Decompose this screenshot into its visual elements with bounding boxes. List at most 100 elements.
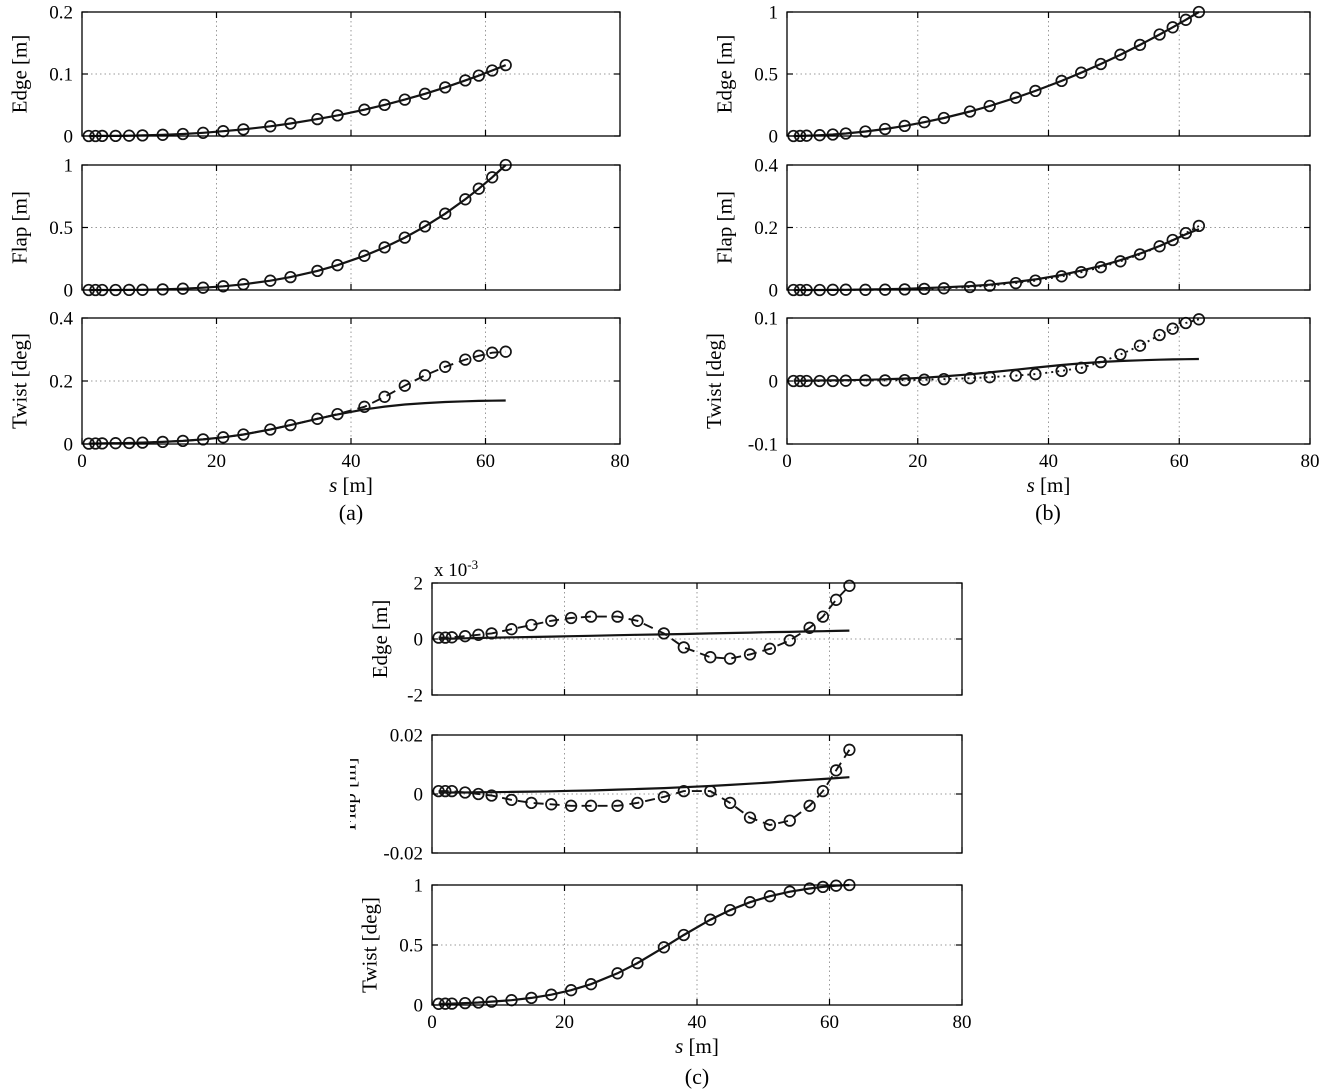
data-marker-circle — [458, 996, 472, 1010]
data-marker-circle — [176, 282, 190, 295]
x-tick-label: 60 — [820, 1012, 839, 1033]
data-marker-circle — [1075, 361, 1088, 374]
data-marker-circle — [763, 642, 777, 655]
data-marker-circle — [432, 997, 445, 1010]
data-marker-circle — [264, 120, 277, 133]
gridlines — [432, 735, 962, 853]
subplot-c-twist: 0 0.5 1 0 20 40 60 80 Twist [deg] — [358, 876, 972, 1034]
data-marker-circle — [611, 610, 624, 623]
y-tick-label: 1 — [414, 876, 424, 897]
data-marker-circle — [677, 641, 690, 654]
data-marker-circle — [331, 109, 344, 122]
axes-frame — [431, 582, 963, 696]
data-marker-circle — [898, 119, 911, 133]
data-marker-circle — [136, 436, 149, 449]
series-model-line — [793, 11, 1200, 138]
data-marker-circle — [631, 796, 644, 810]
x-tick-label: 20 — [555, 1012, 574, 1033]
data-marker-circle — [783, 634, 796, 647]
data-marker-circle — [826, 128, 839, 141]
y-axis-label: Flap [m] — [350, 758, 361, 831]
data-marker-circle — [704, 651, 717, 664]
data-marker-circle — [937, 372, 951, 386]
data-marker-circle — [485, 627, 498, 640]
y-tick-label: 0.5 — [754, 65, 778, 86]
data-marker-circle — [196, 433, 210, 446]
data-marker-circle — [176, 434, 190, 448]
data-marker-circle — [564, 799, 578, 812]
data-marker-circle — [816, 784, 830, 798]
data-marker-circle — [963, 372, 977, 385]
data-marker-circle — [122, 436, 136, 450]
data-marker-circle — [677, 928, 690, 942]
data-marker-circle — [898, 373, 911, 387]
data-marker-circle — [743, 896, 757, 909]
subplot-b-edge: 0 0.5 1 Edge [m] — [713, 3, 1311, 148]
data-marker-circle — [156, 435, 169, 449]
data-marker-circle — [677, 784, 690, 798]
data-marker-circle — [284, 117, 297, 130]
subplot-c-edge: -2 0 2 Edge [m] x 10-3 — [368, 557, 963, 707]
data-marker-circle — [983, 99, 996, 113]
subplot-a-flap: 0 0.5 1 Flap [m] — [8, 156, 621, 302]
data-marker-circle — [525, 991, 538, 1005]
panel-c: -2 0 2 Edge [m] x 10-3 -0.02 0 0.02 Flap [m] 0 0.5… — [350, 557, 972, 1058]
data-marker-circle — [196, 126, 210, 139]
x-tick-label: 40 — [342, 451, 361, 472]
y-axis-label: Twist [deg] — [702, 333, 726, 429]
gridlines — [432, 885, 962, 1005]
data-marker-circle — [472, 996, 485, 1009]
data-marker-circle — [918, 282, 931, 296]
data-marker-circle — [783, 885, 796, 898]
y-tick-label: 0.4 — [754, 156, 778, 177]
data-marker-circle — [358, 249, 371, 262]
series-reference-markers — [432, 743, 856, 832]
x-tick-label: 60 — [476, 451, 495, 472]
y-tick-label: 0.2 — [49, 372, 73, 393]
data-marker-circle — [859, 125, 872, 138]
data-marker-circle — [1166, 233, 1179, 247]
data-marker-circle — [878, 374, 892, 387]
data-marker-circle — [1055, 270, 1068, 283]
data-marker-circle — [398, 93, 411, 106]
y-tick-label: 0.4 — [49, 309, 73, 330]
data-marker-circle — [584, 978, 598, 991]
data-marker-circle — [505, 623, 518, 636]
data-marker-circle — [472, 787, 485, 801]
data-marker-circle — [1055, 364, 1068, 378]
data-marker-circle — [878, 122, 892, 136]
y-tick-label: -2 — [407, 686, 423, 707]
y-exponent-label: x 10-3 — [434, 557, 478, 581]
data-marker-circle — [486, 171, 499, 184]
gridlines — [787, 318, 1310, 444]
data-marker-circle — [918, 116, 931, 129]
series-model-line — [793, 357, 1199, 382]
data-marker-circle — [1133, 248, 1147, 261]
data-marker-circle — [525, 618, 538, 632]
y-tick-label: 0 — [64, 435, 74, 456]
series-reference-markers — [82, 58, 512, 143]
data-marker-circle — [439, 631, 452, 644]
series-model-line — [88, 399, 506, 445]
data-marker-circle — [793, 374, 807, 388]
data-marker-circle — [813, 374, 826, 388]
data-marker-circle — [803, 799, 816, 812]
data-marker-circle — [657, 941, 671, 954]
data-marker-circle — [584, 610, 598, 623]
data-marker-circle — [1094, 355, 1107, 369]
data-marker-circle — [631, 614, 644, 627]
data-marker-circle — [445, 631, 459, 644]
data-marker-circle — [829, 593, 843, 606]
data-marker-circle — [472, 182, 485, 195]
data-marker-circle — [237, 123, 250, 136]
data-marker-circle — [584, 799, 598, 812]
x-tick-label: 20 — [207, 451, 226, 472]
y-tick-label: 0.1 — [754, 309, 778, 330]
series-reference-markers — [432, 878, 856, 1010]
series-reference-markers — [82, 158, 512, 297]
y-tick-label: 2 — [414, 574, 424, 595]
x-tick-label: 60 — [1170, 451, 1189, 472]
y-axis-label: Flap [m] — [8, 191, 32, 264]
